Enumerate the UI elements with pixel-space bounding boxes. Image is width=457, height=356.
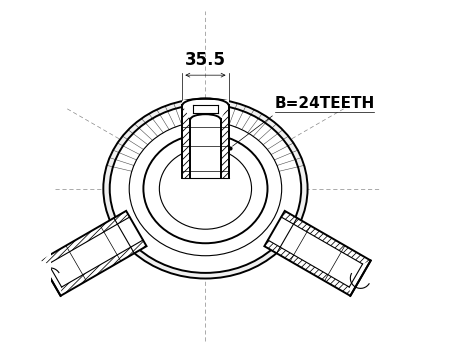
Ellipse shape — [143, 134, 267, 243]
Ellipse shape — [159, 148, 251, 229]
Text: B=24TEETH: B=24TEETH — [275, 96, 375, 111]
Ellipse shape — [129, 121, 282, 256]
Polygon shape — [182, 100, 228, 178]
Polygon shape — [193, 105, 218, 113]
Text: 35.5: 35.5 — [185, 51, 226, 69]
Polygon shape — [40, 211, 147, 296]
Ellipse shape — [110, 104, 301, 273]
Polygon shape — [264, 211, 371, 296]
Ellipse shape — [103, 99, 308, 278]
